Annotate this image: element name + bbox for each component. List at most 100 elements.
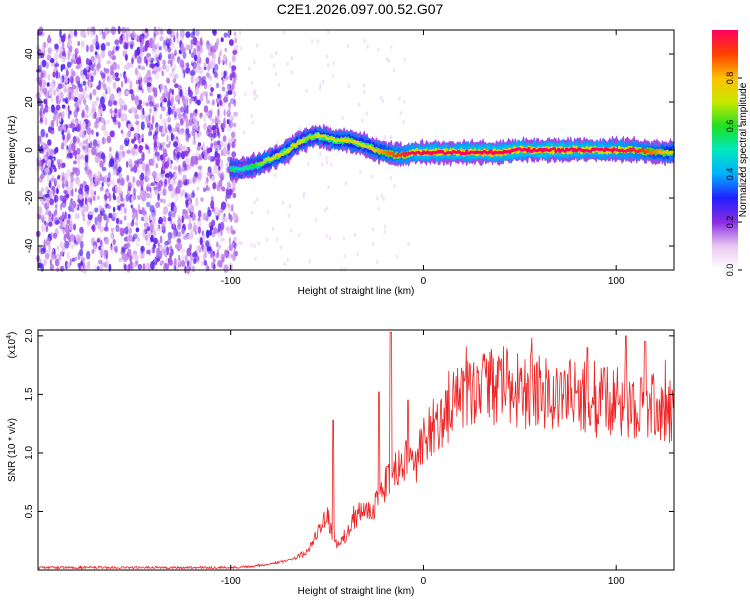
spectrogram-noise-cell [71,118,75,125]
spectrogram-noise-cell [114,108,118,114]
spectrogram-noise-cell [161,141,166,147]
spectrogram-noise-cell [112,206,116,213]
spectrogram-noise-cell [194,54,198,62]
spectrogram-noise-cell [134,160,138,166]
spectrogram-noise-cell [226,253,230,258]
spectrogram-noise-cell [92,89,97,96]
spectrogram-noise-cell [187,164,191,171]
spectrogram-noise-cell [71,243,77,248]
spectrogram-noise-cell [117,108,122,115]
spectrogram-noise-cell [167,124,172,131]
spectrogram-noise-cell [92,195,96,202]
spectrogram-noise-cell [166,77,170,84]
spectrogram-noise-cell [101,124,106,132]
spectrogram-noise-cell [96,64,102,69]
spectrogram-noise-cell [50,232,53,239]
spectrogram-noise-cell [140,250,145,259]
spectrogram-noise-cell [172,67,175,73]
spectrogram-noise-cell [135,227,140,233]
spectrogram-noise-cell [88,81,91,89]
spectrogram-noise-cell [48,243,51,251]
spectrogram-noise-cell [119,72,123,78]
spectrogram-noise-cell [61,211,65,220]
spectrogram-noise-cell [82,213,86,222]
spectrogram-noise-cell [78,87,84,93]
spectrogram-noise-cell [59,195,64,201]
spectrogram-noise-cell [151,215,156,224]
spectrogram-noise-cell [133,144,138,150]
spectrogram-noise-cell [255,94,258,99]
spectrogram-noise-cell [167,202,172,208]
spectrogram-noise-cell [114,72,119,78]
spectrogram-noise-cell [124,264,127,271]
spectrogram-noise-cell [211,207,215,212]
spectrogram-noise-cell [78,188,83,195]
spectrogram-noise-cell [50,82,55,91]
spectrogram-noise-cell [209,92,213,97]
spectrogram-noise-cell [204,252,207,258]
spectrogram-noise-cell [390,45,393,50]
spectrogram-noise-cell [320,162,324,167]
spectrogram-noise-cell [97,221,101,230]
spectrogram-noise-cell [145,114,150,123]
spectrogram-ridge-cell [450,151,454,155]
spectrogram-noise-cell [143,76,147,84]
spectrogram-noise-cell [396,254,399,260]
spectrogram-noise-cell [153,237,158,245]
spectrogram-noise-cell [211,219,216,227]
spectrogram-noise-cell [199,37,203,46]
spectrogram-noise-cell [70,68,74,77]
spectrogram-noise-cell [217,140,221,146]
spectrogram-noise-cell [346,44,350,49]
spectrogram-noise-cell [123,104,128,111]
spectrogram-noise-cell [109,112,113,118]
spectrogram-noise-cell [274,50,278,56]
spectrogram-noise-cell [144,28,149,34]
spectrogram-noise-cell [371,174,374,179]
spectrogram-noise-cell [75,154,81,161]
spectrogram-noise-cell [220,163,224,170]
snr-x-tick-label: -100 [221,576,241,587]
spectrogram-noise-cell [92,139,98,148]
spectrogram-ridge-cell [465,149,469,153]
spectrogram-noise-cell [225,75,229,81]
spectrogram-noise-cell [148,158,154,166]
spectrogram-ridge-cell [401,152,405,156]
spectrogram-noise-cell [47,200,49,207]
spectrogram-noise-cell [126,77,130,84]
spectrogram-noise-cell [332,60,335,66]
spectrogram-x-tick-label: 100 [608,276,625,287]
spectrogram-noise-cell [145,164,150,171]
spectrogram-noise-cell [93,26,96,36]
spectrogram-noise-cell [41,59,47,68]
spectrogram-noise-cell [382,196,385,202]
spectrogram-noise-cell [325,234,328,239]
spectrogram-noise-cell [46,237,51,243]
spectrogram-noise-cell [69,258,72,267]
spectrogram-noise-cell [162,198,166,204]
spectrogram-noise-cell [136,55,142,64]
spectrogram-noise-cell [185,62,190,68]
spectrogram-noise-cell [107,204,111,210]
spectrogram-noise-cell [91,38,96,46]
spectrogram-noise-cell [76,137,80,144]
spectrogram-noise-cell [221,71,225,77]
spectrogram-noise-cell [109,93,115,103]
spectrogram-noise-cell [66,185,71,192]
spectrogram-noise-cell [167,106,172,116]
spectrogram-noise-cell [223,109,226,117]
spectrogram-noise-cell [202,232,206,241]
spectrogram-ridge-cell [293,144,298,148]
spectrogram-noise-cell [365,111,368,116]
spectrogram-noise-cell [222,121,225,129]
spectrogram-noise-cell [43,239,46,247]
spectrogram-noise-cell [151,115,155,125]
spectrogram-noise-cell [86,104,89,114]
spectrogram-noise-cell [221,256,225,263]
spectrogram-noise-cell [193,48,197,55]
spectrogram-ridge-cell [284,150,288,154]
spectrogram-noise-cell [250,113,253,119]
spectrogram-noise-cell [101,52,105,59]
spectrogram-noise-cell [82,205,87,213]
spectrogram-noise-cell [254,88,257,94]
